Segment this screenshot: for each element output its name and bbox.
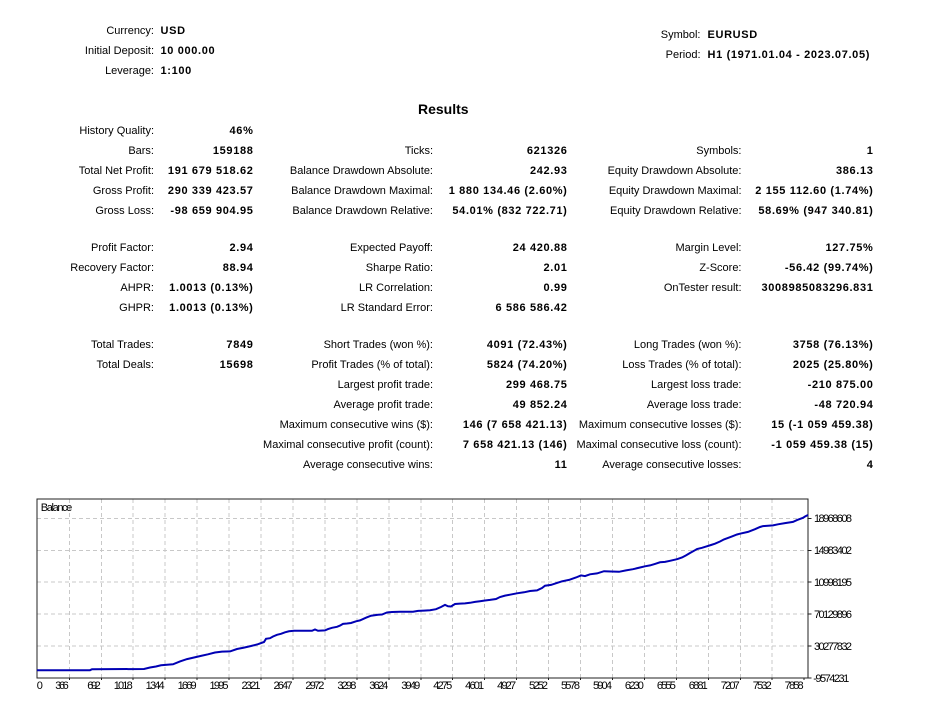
svg-text:1995: 1995 [210, 680, 229, 692]
svg-text:7532: 7532 [753, 680, 772, 692]
svg-text:0: 0 [37, 680, 43, 692]
svg-text:6230: 6230 [625, 680, 644, 692]
svg-text:6881: 6881 [689, 680, 708, 692]
svg-text:3949: 3949 [401, 680, 420, 692]
svg-text:4927: 4927 [497, 680, 516, 692]
svg-text:7207: 7207 [721, 680, 740, 692]
svg-text:70129896: 70129896 [814, 609, 852, 621]
svg-text:1018: 1018 [114, 680, 133, 692]
svg-text:3298: 3298 [337, 680, 356, 692]
svg-text:6555: 6555 [657, 680, 676, 692]
svg-text:7858: 7858 [785, 680, 804, 692]
svg-text:2321: 2321 [242, 680, 261, 692]
svg-text:18968608: 18968608 [814, 513, 852, 525]
svg-text:3624: 3624 [369, 680, 388, 692]
svg-text:366: 366 [55, 680, 69, 692]
svg-text:2647: 2647 [273, 680, 292, 692]
svg-text:2972: 2972 [305, 680, 324, 692]
svg-text:1344: 1344 [146, 680, 165, 692]
svg-text:10998195: 10998195 [814, 577, 852, 589]
svg-text:-9574231: -9574231 [813, 673, 849, 685]
svg-text:692: 692 [87, 680, 101, 692]
svg-text:5904: 5904 [593, 680, 612, 692]
svg-text:Balance: Balance [41, 502, 73, 514]
svg-text:1669: 1669 [178, 680, 197, 692]
svg-text:5578: 5578 [561, 680, 580, 692]
svg-text:4601: 4601 [465, 680, 484, 692]
svg-text:4275: 4275 [433, 680, 452, 692]
svg-text:14983402: 14983402 [814, 545, 852, 557]
svg-text:30277832: 30277832 [814, 641, 852, 653]
svg-text:5252: 5252 [529, 680, 548, 692]
